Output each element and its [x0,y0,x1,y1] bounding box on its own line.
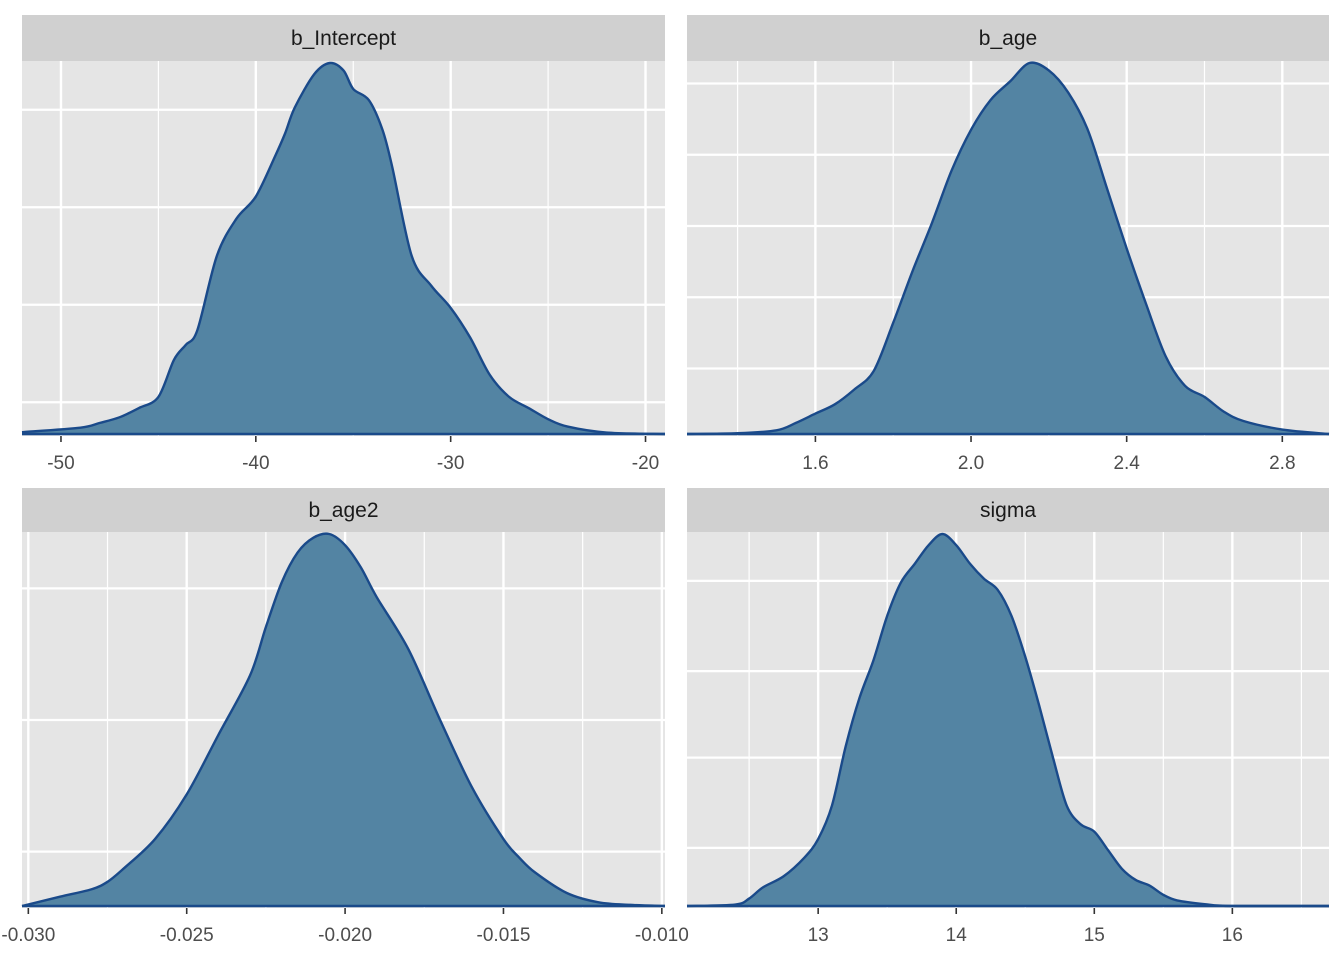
x-tick-label: -0.010 [635,925,689,946]
density-area [22,533,665,906]
facet-b-Intercept: b_Intercept -50 -40 -30 -20 [21,15,666,474]
facet-b-age: b_age 1.6 2.0 2.4 2.8 [686,15,1330,474]
x-tick-label: 14 [946,925,968,946]
x-tick-label: -0.030 [1,925,55,946]
density-line [686,61,1330,436]
facet-strip [687,15,1329,61]
x-tick-label: 16 [1222,925,1243,946]
x-tick-label: -0.015 [477,925,531,946]
x-tick-label: 1.6 [802,453,828,474]
density-area [687,534,1329,906]
x-tick-label: -50 [47,453,74,474]
facet-sigma: sigma 13 14 15 16 [686,488,1329,946]
x-tick-label: 2.8 [1269,453,1295,474]
density-line [686,532,1329,908]
facet-strip [22,15,665,61]
x-tick-label: 2.4 [1113,453,1140,474]
density-area [687,62,1329,434]
x-tick-label: -0.020 [318,925,372,946]
facet-strip-title: b_age [979,27,1037,50]
density-line [21,61,666,436]
density-line [21,532,666,908]
facet-strip [687,488,1329,532]
x-tick-label: 2.0 [958,453,984,474]
x-tick-label: -0.025 [160,925,214,946]
x-tick-label: -40 [242,453,269,474]
x-tick-label: -20 [632,453,659,474]
x-tick-label: -30 [437,453,464,474]
x-tick-label: 13 [808,925,829,946]
x-tick-label: 15 [1084,925,1105,946]
facet-b-age2: b_age2 -0.030 -0.025 -0.020 -0.015 -0.010 [1,488,689,946]
facet-strip-title: b_age2 [308,499,378,522]
density-area [22,62,665,434]
facet-strip-title: b_Intercept [291,27,396,50]
facet-strip-title: sigma [980,499,1036,522]
facet-strip [22,488,665,532]
